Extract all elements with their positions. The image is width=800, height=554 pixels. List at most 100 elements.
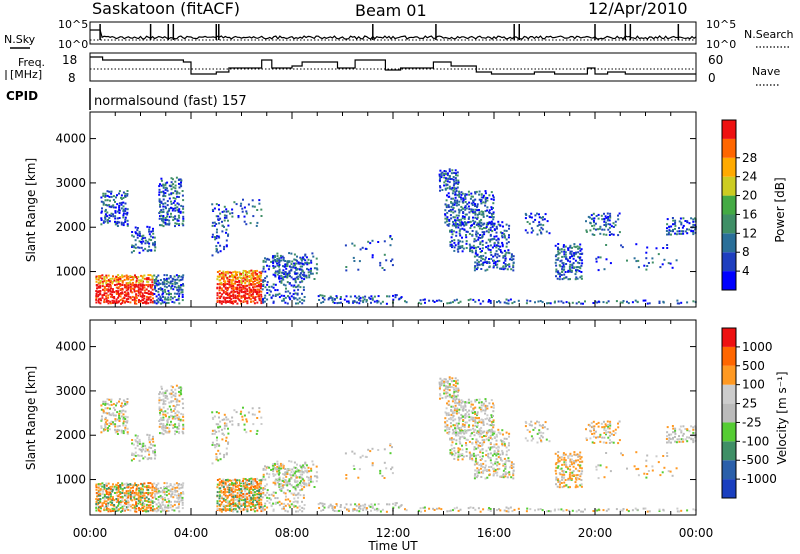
power-cell-1084 — [116, 217, 119, 220]
velocity-cell-1066 — [112, 421, 114, 424]
velocity-cell-1316 — [174, 405, 177, 408]
power-cell-2482 — [569, 256, 572, 259]
power-cell-125 — [115, 283, 118, 286]
velocity-cell-1908 — [460, 399, 463, 402]
power-cell-1539 — [305, 276, 308, 279]
power-cell-1958 — [472, 219, 475, 222]
velocity-cell-1073 — [114, 428, 116, 431]
power-cell-377 — [159, 286, 162, 289]
velocity-cell-832 — [262, 473, 265, 476]
velocity-cell-371 — [157, 482, 160, 485]
velocity-cell-625 — [236, 510, 239, 513]
velocity-cell-1659 — [440, 508, 443, 511]
power-cell-937 — [289, 292, 292, 295]
power-cell-1172 — [144, 247, 147, 250]
velocity-cell-162 — [121, 495, 124, 498]
velocity-cell-956 — [293, 492, 296, 495]
power-cell-36 — [99, 282, 102, 285]
power-cell-2223 — [495, 239, 498, 242]
velocity-cell-1170 — [142, 445, 145, 448]
velocity-cell-229 — [133, 506, 136, 509]
power-cell-1937 — [465, 207, 468, 210]
power-cell-820 — [260, 272, 263, 275]
nave-tick-top: 60 — [708, 53, 723, 67]
power-cell-1653 — [423, 298, 426, 301]
power-cell-257 — [137, 284, 140, 286]
power-cell-282 — [141, 283, 144, 286]
velocity-cell-1786 — [449, 386, 452, 389]
power-cell-418 — [169, 298, 172, 301]
power-cell-1089 — [118, 217, 121, 219]
velocity-cell-188 — [125, 490, 128, 493]
velocity-cell-1238 — [162, 423, 165, 425]
velocity-cell-1700 — [549, 510, 552, 513]
velocity-cell-1775 — [444, 378, 447, 381]
power-cell-2160 — [479, 243, 482, 246]
velocity-cell-2046 — [490, 416, 493, 419]
velocity-cell-500 — [219, 490, 221, 493]
velocity-cell-1487 — [281, 479, 284, 482]
power-cell-1728 — [631, 301, 634, 304]
power-cell-1776 — [446, 187, 449, 190]
power-cell-406 — [165, 279, 168, 281]
power-cell-792 — [258, 297, 261, 300]
velocity-cell-1028 — [102, 400, 105, 403]
velocity-cell-721 — [248, 490, 251, 492]
power-cell-2322 — [494, 252, 497, 255]
power-cell-2175 — [481, 228, 484, 231]
velocity-cell-348 — [154, 493, 156, 496]
velocity-cell-1653 — [423, 506, 426, 509]
velocity-cell-2011 — [482, 423, 485, 426]
velocity-cell-773 — [254, 481, 257, 484]
velocity-cell-1486 — [281, 484, 284, 487]
power-cell-640 — [238, 298, 241, 301]
power-colorbar-frame — [721, 119, 737, 291]
power-cell-1683 — [505, 302, 508, 305]
velocity-cell-1354 — [179, 386, 182, 389]
velocity-cell-56 — [103, 495, 106, 498]
velocity-cell-1603 — [354, 503, 357, 506]
velocity-cell-1438 — [237, 423, 240, 425]
power-cell-1127 — [126, 224, 129, 227]
velocity-cell-1624 — [371, 505, 374, 508]
power-cell-1793 — [450, 178, 453, 180]
velocity-cell-1293 — [170, 396, 173, 399]
velocity-cell-1371 — [212, 418, 215, 420]
power-cell-2135 — [471, 230, 474, 232]
power-cell-490 — [216, 271, 219, 273]
velocity-cell-263 — [139, 503, 142, 506]
power-cell-2577 — [602, 233, 605, 236]
power-cell-1919 — [462, 199, 465, 202]
power-cell-138 — [117, 286, 120, 289]
power-cell-1515 — [293, 253, 296, 256]
velocity-cell-210 — [129, 495, 132, 498]
power-cell-761 — [254, 299, 257, 301]
power-cell-1073 — [114, 220, 116, 223]
power-cell-517 — [220, 273, 223, 276]
velocity-cell-1076 — [114, 419, 117, 422]
velocity-cell-1523 — [299, 483, 302, 486]
velocity-cell-1555 — [310, 469, 313, 472]
velocity-cell-1282 — [168, 405, 171, 408]
power-cell-1310 — [174, 217, 176, 220]
power-cell-2099 — [459, 228, 462, 231]
velocity-cell-1588 — [335, 503, 338, 506]
power-cell-558 — [226, 283, 229, 285]
velocity-cell-1879 — [455, 422, 458, 425]
power-cell-4 — [95, 293, 98, 295]
velocity-cell-1880 — [455, 412, 458, 415]
power-cell-1077 — [114, 210, 117, 213]
velocity-cell-253 — [137, 499, 140, 502]
power-cell-2399 — [543, 218, 546, 221]
power-cell-1669 — [469, 298, 472, 301]
velocity-cell-624 — [234, 478, 237, 481]
velocity-cell-1074 — [114, 425, 117, 428]
power-cell-2266 — [507, 236, 510, 239]
power-cell-682 — [242, 272, 244, 274]
power-cell-1705 — [562, 301, 565, 304]
velocity-cell-794 — [258, 501, 260, 504]
velocity-cell-150 — [119, 496, 122, 499]
velocity-cell-951 — [293, 505, 296, 508]
velocity-cell-1388 — [215, 423, 218, 426]
velocity-cell-435 — [173, 509, 176, 512]
